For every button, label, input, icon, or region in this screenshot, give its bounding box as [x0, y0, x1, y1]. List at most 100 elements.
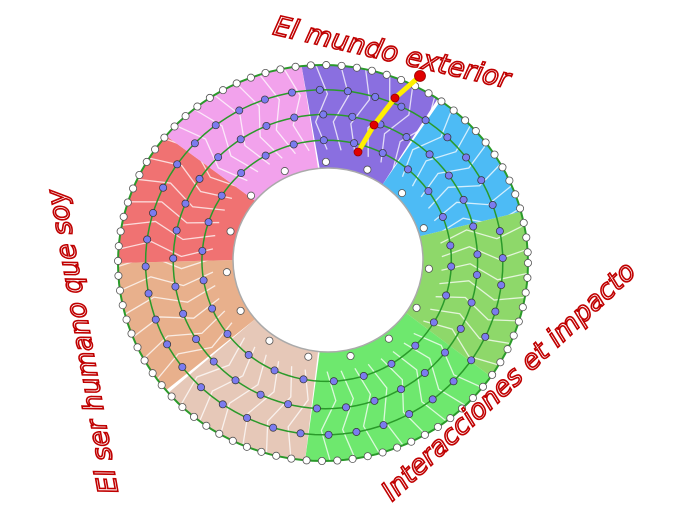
outer-node — [514, 317, 523, 326]
ring-node — [284, 400, 293, 409]
outer-node — [511, 190, 520, 199]
mesh-line — [265, 366, 293, 454]
ring-node — [179, 309, 188, 318]
outer-node — [123, 198, 132, 207]
ring-node — [217, 191, 226, 200]
ring-node — [404, 165, 412, 174]
mesh-line — [128, 201, 220, 224]
outer-node — [524, 258, 533, 267]
ring-node — [260, 95, 269, 104]
ring-node — [169, 254, 178, 263]
mesh-line — [433, 185, 513, 222]
outer-node — [478, 382, 487, 391]
outer-node — [242, 442, 251, 451]
ring-node — [387, 359, 396, 368]
inner-node — [226, 227, 235, 236]
outer-node — [516, 204, 525, 213]
mesh-line — [332, 65, 350, 151]
outer-node — [521, 288, 530, 297]
outer-node — [246, 73, 255, 82]
ring-node — [214, 153, 223, 162]
ring-node — [163, 340, 172, 349]
ring-node — [208, 304, 217, 313]
inner-node — [384, 334, 393, 343]
mesh-line — [411, 125, 472, 187]
ring-node — [473, 270, 481, 279]
ring-node — [237, 169, 246, 177]
ring-node — [204, 218, 213, 227]
outer-node — [498, 163, 507, 172]
ring-node — [223, 329, 232, 338]
mesh-line — [156, 322, 233, 380]
sector-blue — [382, 100, 521, 237]
outer-node — [167, 392, 176, 401]
ring-node — [350, 139, 359, 148]
mesh-line — [439, 280, 525, 301]
mesh-line — [193, 108, 259, 173]
mesh-line — [283, 68, 310, 152]
ring-node — [149, 209, 157, 217]
mesh-line — [132, 298, 220, 338]
highlight-node — [369, 120, 379, 130]
mesh-line — [235, 83, 283, 159]
mesh-line — [320, 371, 337, 462]
ring-node — [342, 403, 351, 412]
ring-node — [481, 332, 490, 341]
outer-node — [140, 356, 149, 365]
ring-node — [441, 348, 449, 357]
ring-node — [231, 376, 240, 385]
outer-node — [505, 176, 514, 185]
outer-node — [397, 75, 406, 84]
ring-node — [209, 357, 218, 366]
outer-node — [193, 102, 202, 111]
outer-node — [322, 61, 331, 70]
outer-node — [333, 456, 342, 465]
outer-node — [522, 233, 531, 242]
highlight-node — [390, 93, 400, 103]
ring-node — [438, 213, 447, 221]
ring-node — [312, 404, 321, 413]
ring-node — [244, 350, 253, 359]
mesh-line — [180, 337, 246, 406]
outer-node — [481, 138, 490, 147]
ring-node — [467, 356, 476, 365]
ring-node — [411, 341, 420, 350]
highlight-node — [353, 147, 363, 157]
outer-node — [348, 454, 357, 463]
ring-node — [270, 366, 279, 375]
mesh-line — [440, 224, 525, 244]
outer-node — [458, 404, 467, 413]
ring-node — [218, 400, 227, 409]
ring-node — [348, 112, 357, 121]
outer-node — [119, 212, 128, 221]
ring-node — [319, 110, 328, 119]
ring-node — [488, 201, 497, 209]
ring-node — [491, 307, 500, 316]
mesh-line — [121, 220, 216, 241]
mesh-line — [219, 354, 267, 435]
outer-node — [114, 242, 123, 251]
ring-node — [172, 226, 181, 235]
highlight-node — [414, 70, 426, 82]
outer-node — [393, 443, 402, 452]
mesh-line — [149, 157, 233, 200]
ring-node — [421, 116, 430, 125]
mesh-line — [380, 84, 414, 163]
outer-node — [424, 89, 433, 98]
mesh-line — [259, 74, 296, 155]
outer-node — [118, 301, 127, 310]
mesh-line — [340, 370, 356, 459]
mesh-line — [242, 361, 280, 446]
ring-node — [290, 113, 299, 122]
ring-node — [359, 372, 368, 380]
mesh-line — [350, 69, 371, 153]
outer-node — [257, 447, 266, 456]
outer-node — [352, 63, 361, 72]
outer-node — [420, 430, 429, 439]
inner-node — [419, 224, 428, 233]
outer-node — [367, 66, 376, 75]
inner-node — [247, 191, 256, 200]
inner-node — [304, 352, 313, 361]
outer-node — [306, 61, 315, 70]
